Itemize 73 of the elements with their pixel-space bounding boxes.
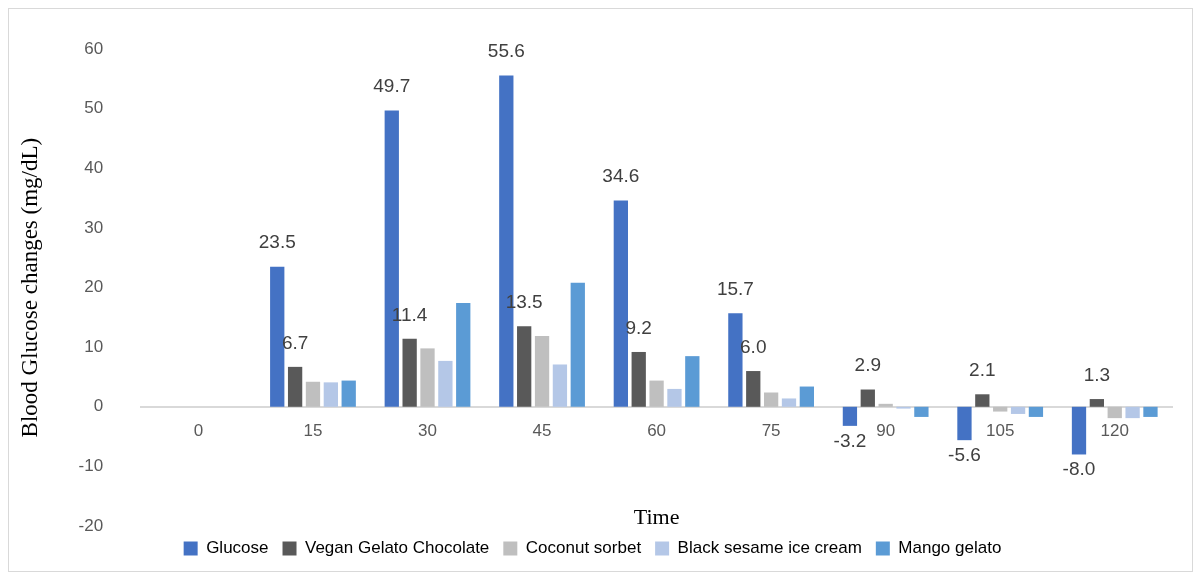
data-label: 49.7: [373, 75, 411, 97]
y-tick-label: -10: [78, 456, 104, 476]
bar: [631, 351, 646, 407]
data-label: 1.3: [1083, 363, 1111, 385]
data-label: -8.0: [1062, 458, 1096, 480]
bar: [763, 392, 779, 407]
bar: [1010, 406, 1026, 414]
bar: [1125, 406, 1140, 419]
bar: [667, 388, 682, 407]
bar: [746, 371, 761, 407]
bar: [1089, 399, 1105, 407]
bar: [860, 389, 875, 407]
bar: [613, 200, 628, 407]
x-tick-label: 0: [193, 420, 204, 440]
data-label: -5.6: [948, 443, 981, 465]
bar: [570, 282, 585, 407]
x-tick-label: 90: [876, 420, 896, 440]
data-label: 23.5: [258, 231, 296, 253]
x-tick-label: 15: [303, 420, 323, 440]
x-tick-label: 60: [647, 420, 667, 440]
bar: [420, 348, 435, 407]
legend-label: Coconut sorbet: [525, 538, 642, 558]
data-label: -3.2: [833, 429, 867, 451]
bar: [323, 382, 338, 407]
bar: [957, 406, 972, 441]
y-tick-label: 20: [84, 277, 104, 297]
bar: [402, 338, 417, 407]
y-tick-label: 10: [84, 336, 104, 356]
x-tick-label: 120: [1100, 420, 1129, 440]
data-label: 34.6: [602, 165, 640, 187]
bar: [1143, 406, 1158, 417]
bar: [1107, 406, 1122, 419]
y-axis-title: Blood Glucose changes (mg/dL): [16, 137, 42, 438]
y-tick-label: 50: [84, 98, 104, 118]
legend-label: Mango gelato: [898, 538, 1002, 558]
bar: [878, 403, 893, 407]
y-tick-label: -20: [78, 515, 104, 535]
legend-label: Vegan Gelato Chocolate: [305, 538, 490, 558]
x-tick-label: 45: [532, 420, 552, 440]
bar: [341, 380, 356, 407]
x-tick-label: 105: [986, 420, 1015, 440]
bar: [781, 398, 797, 407]
y-tick-label: 0: [93, 396, 104, 416]
x-axis-title: Time: [633, 503, 680, 529]
bar: [534, 335, 550, 407]
y-tick-label: 40: [84, 158, 104, 178]
bar: [842, 406, 858, 426]
data-label: 15.7: [716, 277, 754, 299]
bar: [270, 266, 285, 407]
data-label: 2.9: [854, 354, 881, 376]
bar: [975, 394, 990, 407]
bar: [799, 386, 814, 407]
x-tick-label: 30: [418, 420, 437, 440]
data-label: 2.1: [969, 359, 996, 381]
legend-label: Glucose: [206, 538, 269, 558]
bar: [287, 366, 303, 407]
bar: [649, 380, 664, 407]
bar: [728, 313, 743, 407]
bar: [517, 326, 532, 407]
data-label: 55.6: [487, 40, 525, 62]
bar: [1071, 406, 1087, 455]
bar: [914, 406, 929, 417]
bar: [456, 303, 471, 407]
bar: [552, 364, 568, 407]
bar: [438, 360, 453, 407]
bar: [305, 381, 321, 407]
y-tick-label: 30: [84, 217, 104, 237]
bar: [1028, 406, 1044, 417]
x-tick-label: 75: [761, 420, 781, 440]
legend-label: Black sesame ice cream: [677, 538, 862, 558]
bar: [685, 356, 700, 407]
y-tick-label: 60: [84, 38, 104, 58]
bar: [993, 406, 1008, 412]
